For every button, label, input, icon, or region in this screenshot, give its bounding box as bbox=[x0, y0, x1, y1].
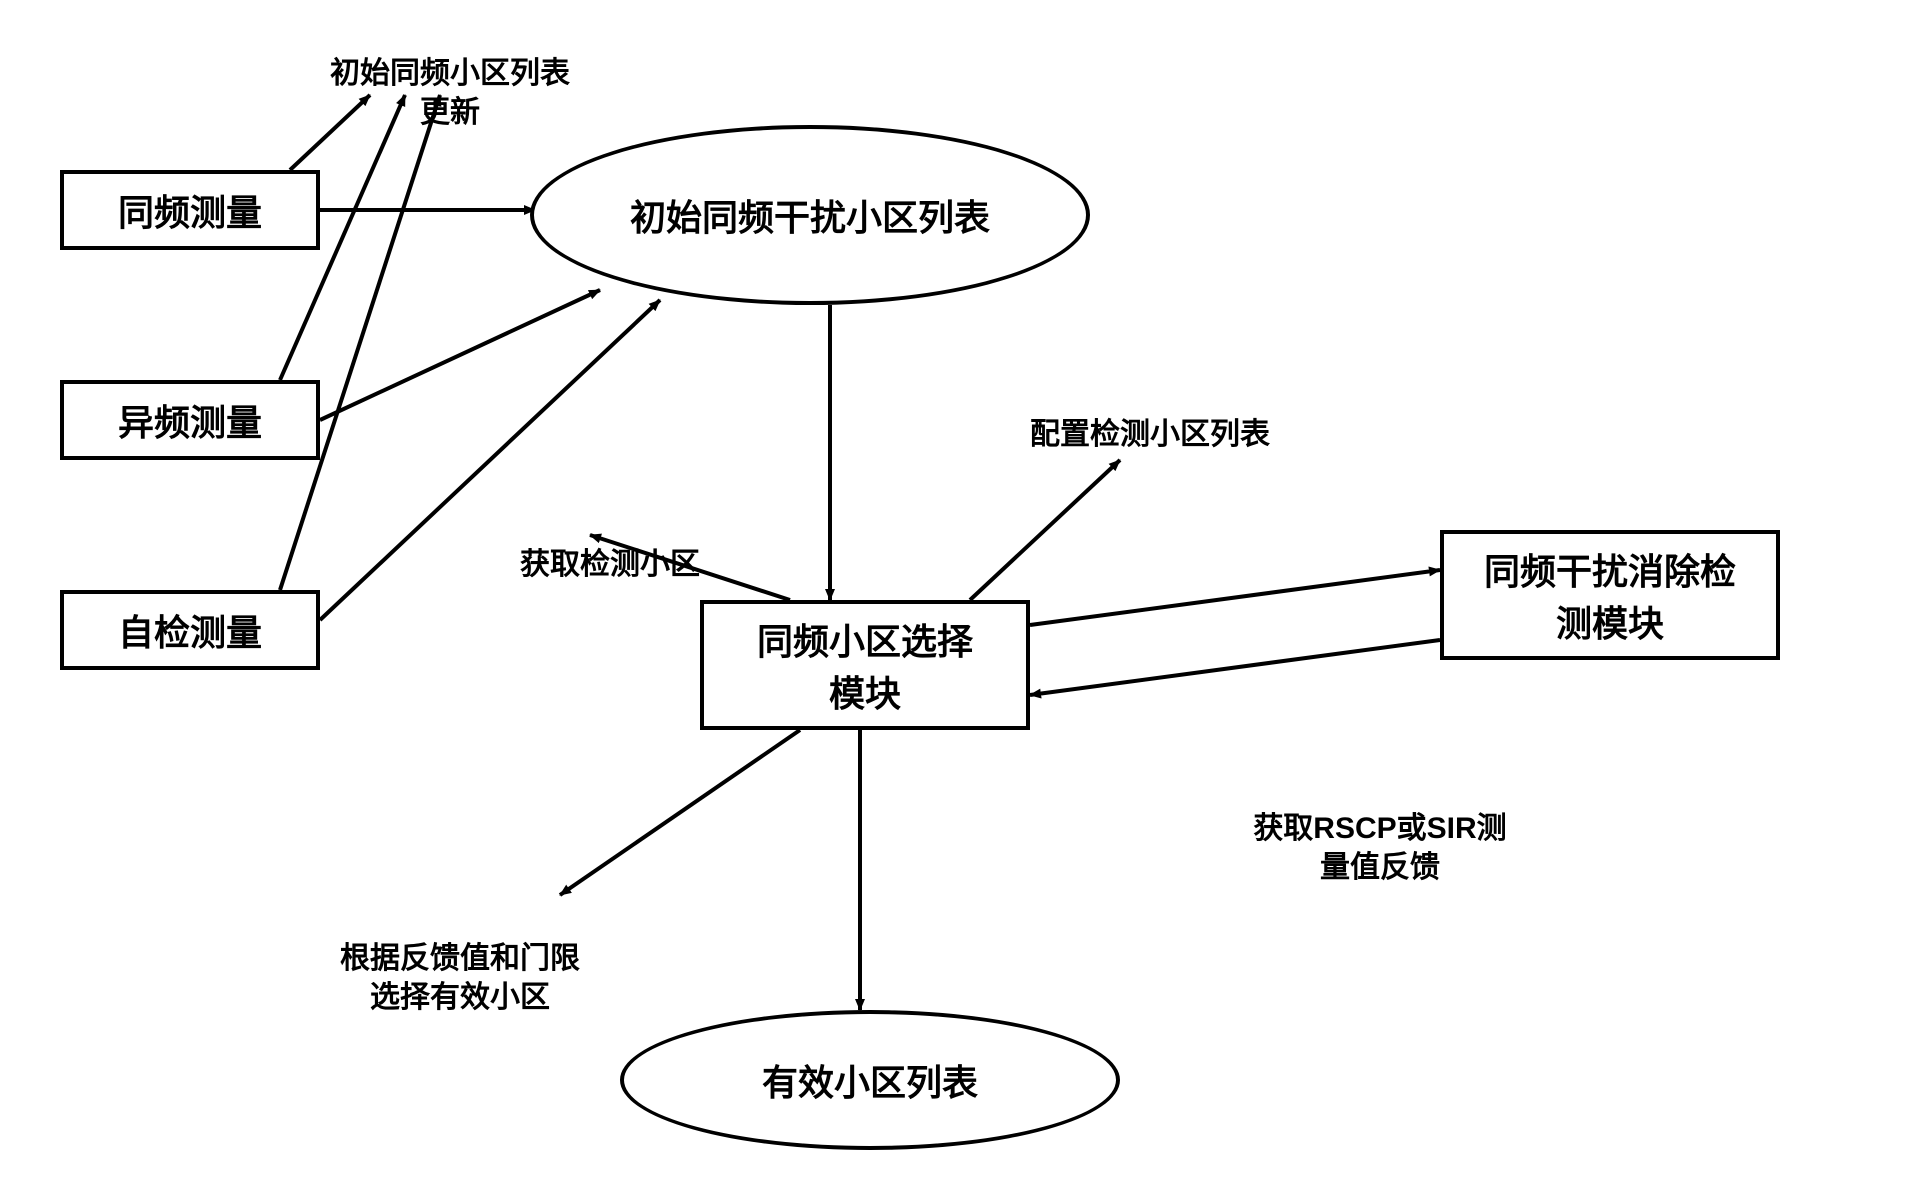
ellipse-valid-list: 有效小区列表 bbox=[620, 1010, 1120, 1150]
ellipse-initial-list: 初始同频干扰小区列表 bbox=[530, 125, 1090, 305]
box-label: 同频小区选择 模块 bbox=[757, 613, 973, 717]
ellipse-label: 初始同频干扰小区列表 bbox=[630, 189, 990, 241]
label-get-rscp-sir: 获取RSCP或SIR测 量值反馈 bbox=[1200, 770, 1560, 887]
box-label: 同频测量 bbox=[118, 184, 262, 236]
box-detect-module: 同频干扰消除检 测模块 bbox=[1440, 530, 1780, 660]
ellipse-label: 有效小区列表 bbox=[762, 1054, 978, 1106]
label-update: 初始同频小区列表 更新 bbox=[290, 15, 610, 132]
box-label: 同频干扰消除检 测模块 bbox=[1484, 543, 1736, 647]
box-self-measurement: 自检测量 bbox=[60, 590, 320, 670]
box-label: 异频测量 bbox=[118, 394, 262, 446]
label-config-cell-list: 配置检测小区列表 bbox=[990, 415, 1310, 454]
box-label: 自检测量 bbox=[118, 604, 262, 656]
label-select-by-feedback: 根据反馈值和门限 选择有效小区 bbox=[280, 900, 640, 1017]
box-select-module: 同频小区选择 模块 bbox=[700, 600, 1030, 730]
label-get-detect-cell: 获取检测小区 bbox=[480, 545, 740, 584]
box-same-freq-measurement: 同频测量 bbox=[60, 170, 320, 250]
box-diff-freq-measurement: 异频测量 bbox=[60, 380, 320, 460]
